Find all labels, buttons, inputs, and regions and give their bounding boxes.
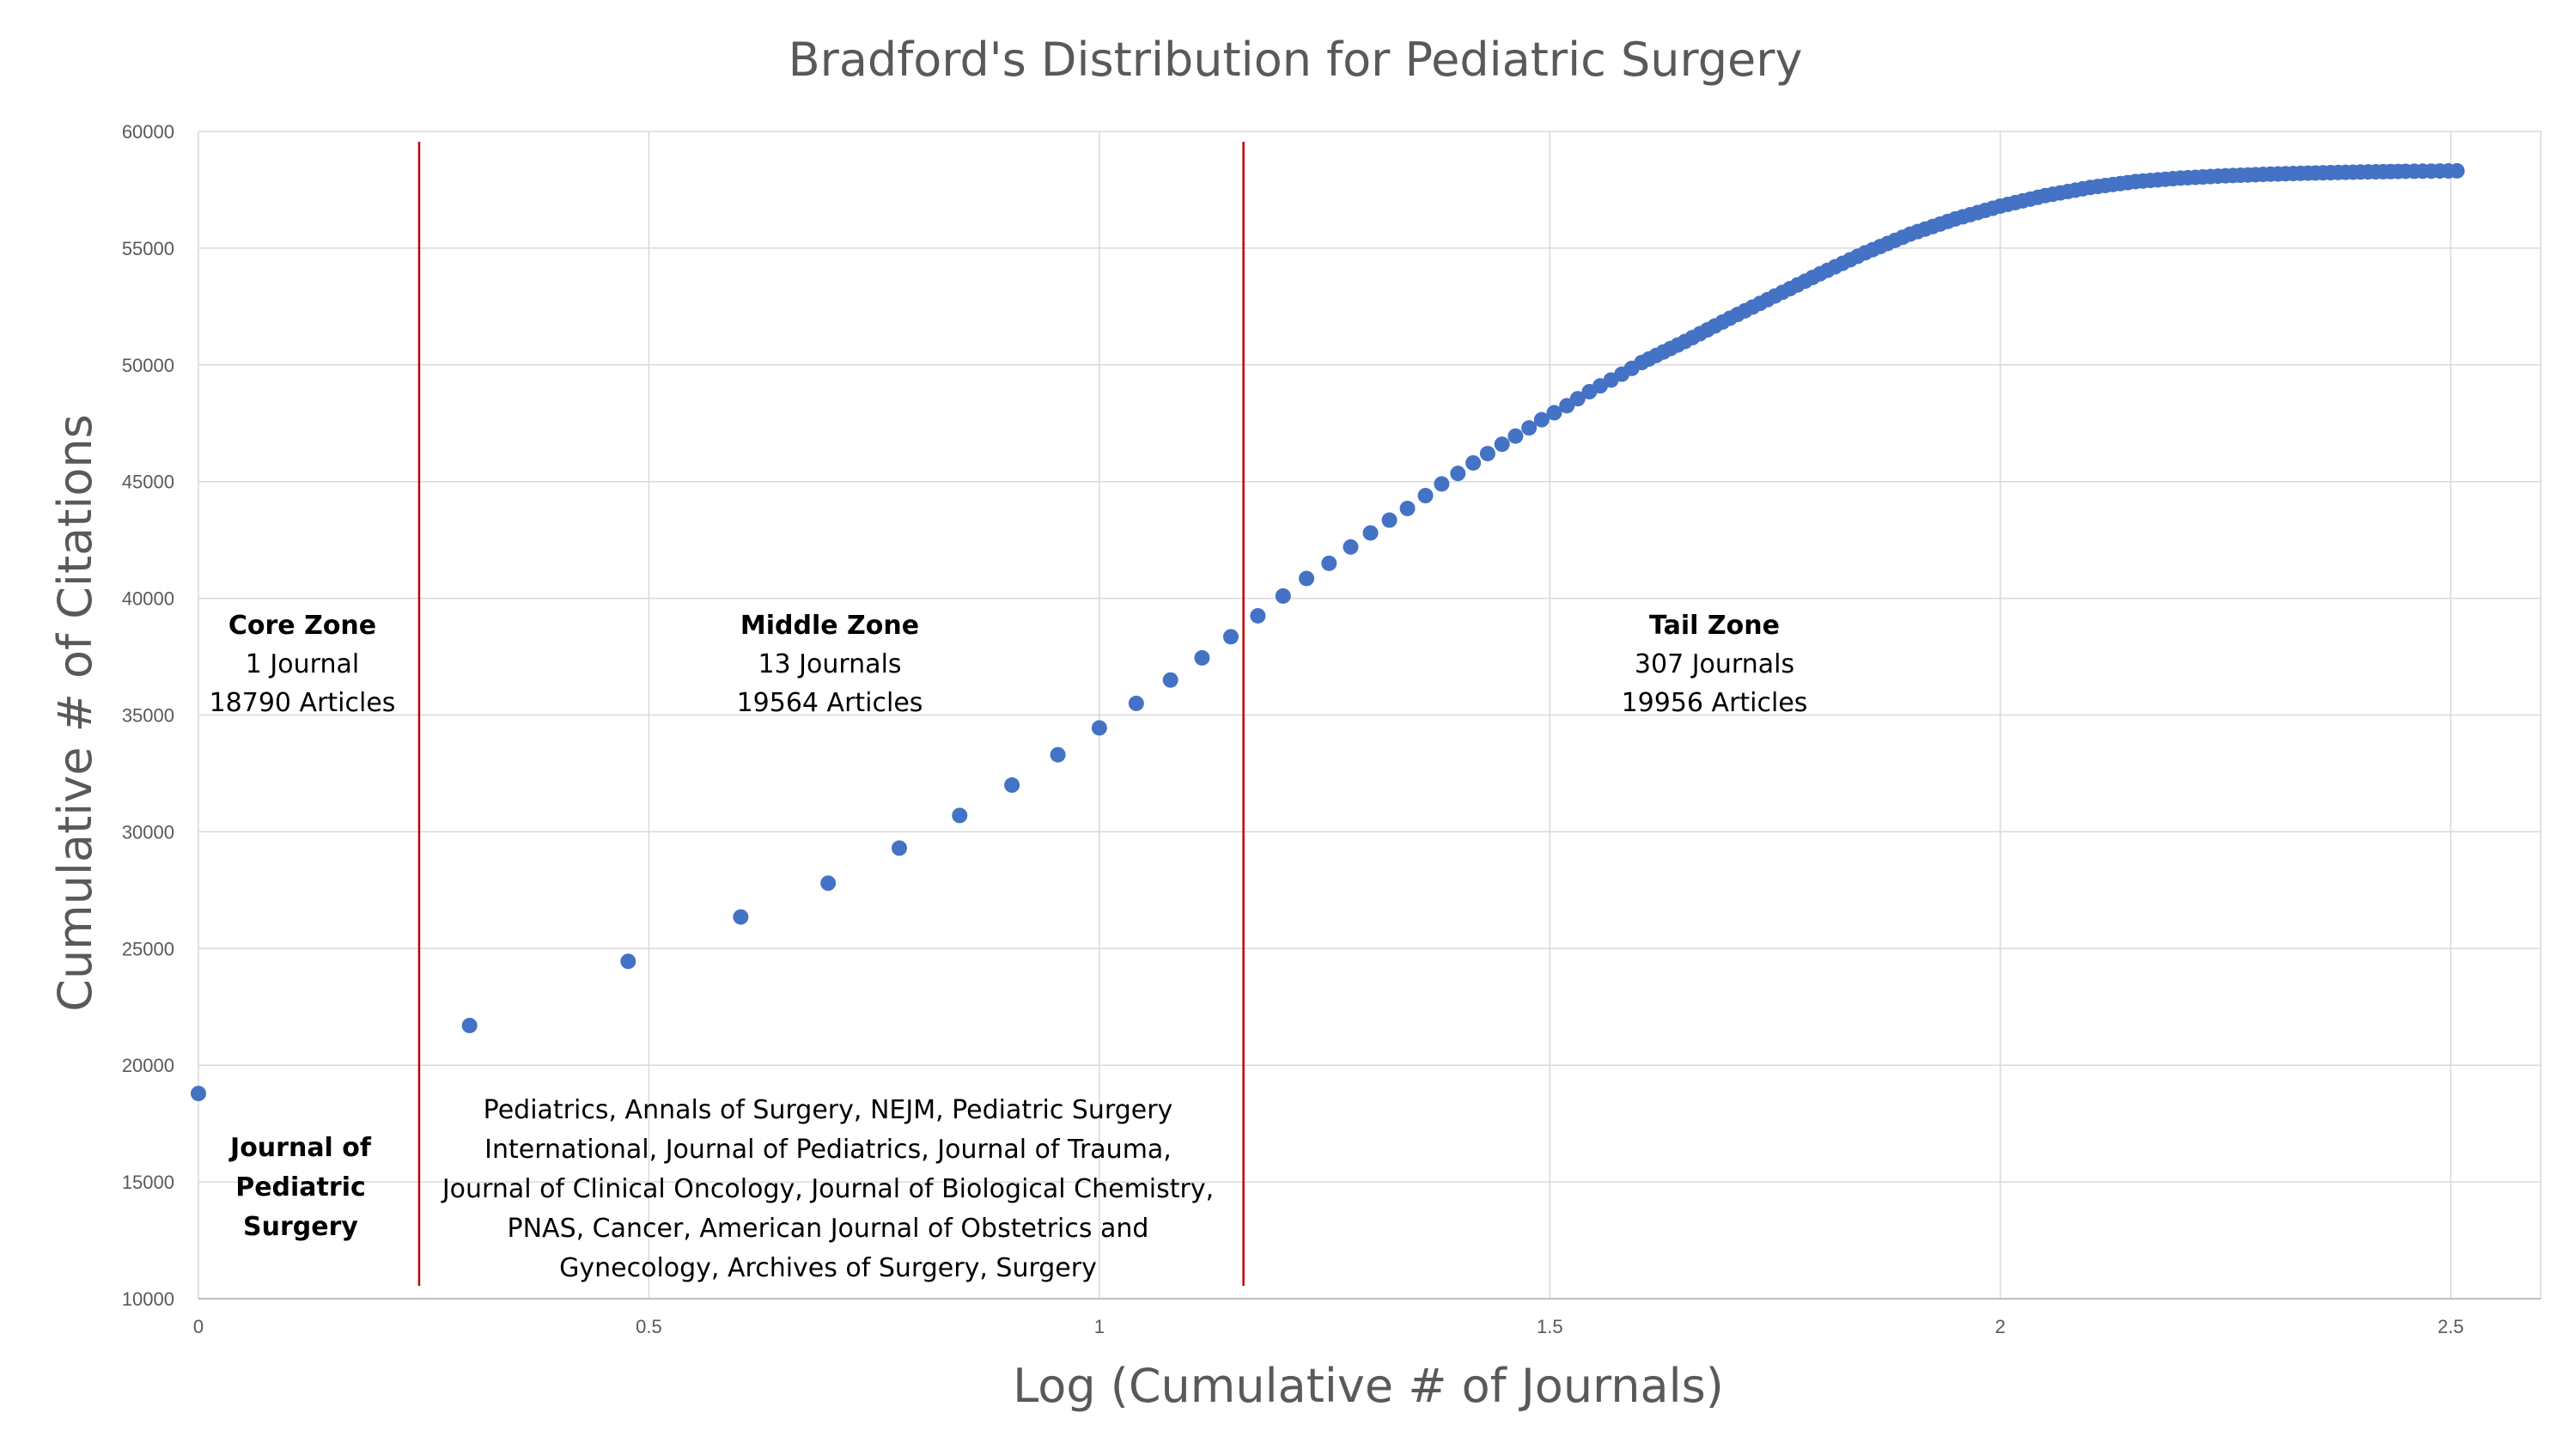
- y-tick-label: 55000: [122, 238, 174, 259]
- middle-journal-line: Pediatrics, Annals of Surgery, NEJM, Ped…: [484, 1095, 1173, 1125]
- x-tick-label: 0: [193, 1316, 204, 1337]
- data-point: [1759, 291, 1775, 307]
- y-tick-label: 35000: [122, 705, 174, 727]
- data-point: [2210, 168, 2226, 185]
- tail-zone-journals: 307 Journals: [1635, 649, 1794, 679]
- data-point: [892, 840, 908, 856]
- data-point: [1417, 488, 1434, 504]
- data-point: [1805, 270, 1821, 286]
- core-zone-articles: 18790 Articles: [210, 688, 396, 718]
- data-point: [1091, 720, 1107, 736]
- data-point: [1521, 420, 1538, 436]
- middle-zone-articles: 19564 Articles: [737, 688, 923, 718]
- data-point: [1450, 466, 1466, 482]
- x-tick-label: 2: [1995, 1316, 2006, 1337]
- data-point: [1569, 391, 1586, 407]
- data-point: [2440, 163, 2457, 180]
- middle-zone-journals: 13 Journals: [758, 649, 901, 679]
- data-point: [1004, 777, 1020, 794]
- data-point: [1050, 746, 1066, 763]
- data-point: [1222, 629, 1239, 645]
- y-tick-label: 45000: [122, 472, 174, 493]
- data-point: [2390, 163, 2406, 180]
- data-point: [1381, 512, 1398, 528]
- core-journal-list: Journal of Pediatric Surgery: [228, 1133, 372, 1242]
- core-journal-line: Pediatric: [235, 1172, 366, 1202]
- data-point: [191, 1086, 206, 1102]
- y-tick-label: 60000: [122, 121, 174, 143]
- data-point: [1984, 200, 2001, 216]
- data-point: [1465, 454, 1482, 471]
- tail-zone-annotation: Tail Zone 307 Journals 19956 Articles: [1622, 611, 1808, 718]
- data-point: [1299, 570, 1315, 587]
- data-point: [820, 875, 837, 892]
- y-tick-label: 25000: [122, 938, 174, 959]
- data-point: [1343, 539, 1359, 555]
- x-axis-title: Log (Cumulative # of Journals): [1013, 1359, 1724, 1413]
- data-point: [1670, 337, 1686, 353]
- data-point: [1162, 672, 1178, 688]
- grid: [198, 131, 2542, 1300]
- y-tick-label: 50000: [122, 355, 174, 376]
- y-tick-label: 10000: [122, 1288, 174, 1310]
- data-point: [1533, 411, 1550, 428]
- middle-journal-line: International, Journal of Pediatrics, Jo…: [484, 1135, 1172, 1165]
- data-point: [2345, 164, 2361, 180]
- data-points: [191, 162, 2465, 1102]
- data-point: [1275, 588, 1291, 604]
- middle-journal-line: Journal of Clinical Oncology, Journal of…: [441, 1174, 1214, 1204]
- middle-journal-list: Pediatrics, Annals of Surgery, NEJM, Ped…: [441, 1095, 1214, 1283]
- data-point: [2120, 174, 2136, 191]
- y-tick-label: 40000: [122, 588, 174, 610]
- x-tick-label: 1: [1094, 1316, 1105, 1337]
- y-axis-ticks: 10000 15000 20000 25000 30000 35000 40000 45000…: [122, 121, 174, 1310]
- y-tick-label: 15000: [122, 1172, 174, 1193]
- data-point: [1128, 695, 1144, 711]
- core-zone-annotation: Core Zone 1 Journal 18790 Articles: [210, 611, 396, 718]
- data-point: [1849, 248, 1866, 265]
- x-tick-label: 0.5: [636, 1316, 662, 1337]
- middle-journal-line: Gynecology, Archives of Surgery, Surgery: [559, 1253, 1097, 1283]
- data-point: [1940, 213, 1956, 229]
- data-point: [2165, 171, 2181, 187]
- data-point: [952, 807, 968, 824]
- core-zone-journals: 1 Journal: [246, 649, 359, 679]
- data-point: [1434, 476, 1450, 492]
- data-point: [733, 909, 749, 925]
- data-point: [2255, 167, 2271, 183]
- data-point: [1362, 525, 1379, 541]
- data-point: [1399, 500, 1416, 516]
- tail-zone-articles: 19956 Articles: [1622, 688, 1808, 718]
- zone-dividers: [417, 142, 1245, 1286]
- data-point: [1507, 428, 1524, 444]
- data-point: [1546, 405, 1562, 421]
- y-axis-title: Cumulative # of Citations: [48, 414, 102, 1012]
- x-axis-ticks: 0 0.5 1 1.5 2 2.5: [193, 1316, 2464, 1337]
- x-tick-label: 1.5: [1537, 1316, 1563, 1337]
- middle-journal-line: PNAS, Cancer, American Journal of Obstet…: [508, 1214, 1149, 1244]
- data-point: [1479, 446, 1495, 462]
- x-tick-label: 2.5: [2438, 1316, 2464, 1337]
- data-point: [1494, 436, 1510, 453]
- y-tick-label: 30000: [122, 821, 174, 843]
- chart-title: Bradford's Distribution for Pediatric Su…: [789, 33, 1803, 87]
- tail-zone-heading: Tail Zone: [1649, 611, 1780, 641]
- data-point: [1321, 555, 1337, 571]
- data-point: [1895, 229, 1911, 246]
- middle-zone-annotation: Middle Zone 13 Journals 19564 Articles: [737, 611, 923, 718]
- data-point: [1194, 649, 1210, 666]
- core-journal-line: Surgery: [243, 1212, 358, 1242]
- core-zone-heading: Core Zone: [228, 611, 376, 641]
- middle-zone-heading: Middle Zone: [740, 611, 919, 641]
- data-point: [1714, 314, 1731, 330]
- data-point: [2074, 180, 2091, 197]
- data-point: [620, 953, 636, 970]
- core-journal-line: Journal of: [228, 1133, 372, 1163]
- data-point: [1250, 607, 1266, 624]
- data-point: [2300, 165, 2317, 181]
- data-point: [2030, 189, 2046, 205]
- data-point: [461, 1017, 478, 1033]
- y-tick-label: 20000: [122, 1055, 174, 1076]
